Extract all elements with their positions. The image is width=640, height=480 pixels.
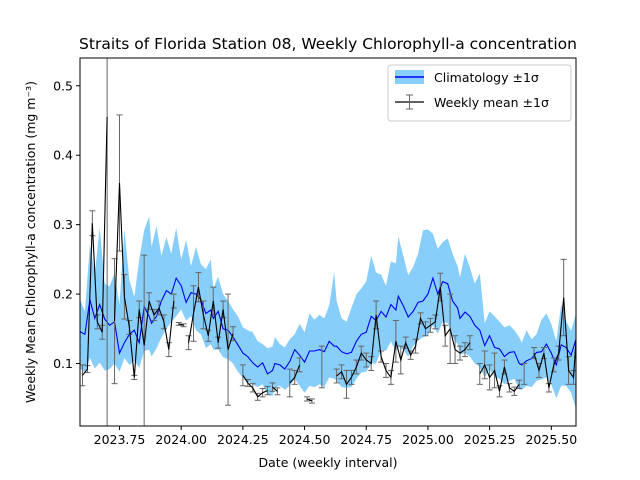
y-tick-label: 0.5 xyxy=(53,78,73,93)
legend-weekly-label: Weekly mean ±1σ xyxy=(434,95,549,110)
x-tick-label: 2025.25 xyxy=(464,432,516,447)
x-tick-label: 2024.00 xyxy=(155,432,207,447)
chart-title: Straits of Florida Station 08, Weekly Ch… xyxy=(79,35,577,53)
weekly-mean-line xyxy=(82,116,576,402)
x-tick-label: 2025.50 xyxy=(525,432,577,447)
y-tick-label: 0.2 xyxy=(53,287,73,302)
legend-frame xyxy=(387,64,572,122)
legend: Climatology ±1σ Weekly mean ±1σ xyxy=(387,64,572,122)
x-tick-label: 2025.00 xyxy=(402,432,454,447)
y-tick-label: 0.4 xyxy=(53,148,73,163)
y-tick-label: 0.3 xyxy=(53,217,73,232)
climatology-band-layer xyxy=(80,216,576,409)
legend-climatology-label: Climatology ±1σ xyxy=(434,70,539,85)
x-axis-label: Date (weekly interval) xyxy=(259,455,398,470)
x-tick-label: 2023.75 xyxy=(94,432,146,447)
x-axis: 2023.75 2024.00 2024.25 2024.50 2024.75 2025.… xyxy=(94,426,577,447)
x-tick-label: 2024.75 xyxy=(340,432,392,447)
climatology-line xyxy=(80,276,576,375)
x-tick-label: 2024.50 xyxy=(279,432,331,447)
y-tick-label: 0.1 xyxy=(53,356,73,371)
weekly-line-layer xyxy=(82,116,576,402)
plot-frame xyxy=(79,57,577,427)
y-axis: 0.1 0.2 0.3 0.4 0.5 xyxy=(53,78,80,371)
y-axis-label: Weekly Mean Chlorophyll-a concentration … xyxy=(23,81,38,403)
climatology-line-layer xyxy=(80,276,576,375)
climatology-band xyxy=(80,216,576,409)
x-tick-label: 2024.25 xyxy=(217,432,269,447)
